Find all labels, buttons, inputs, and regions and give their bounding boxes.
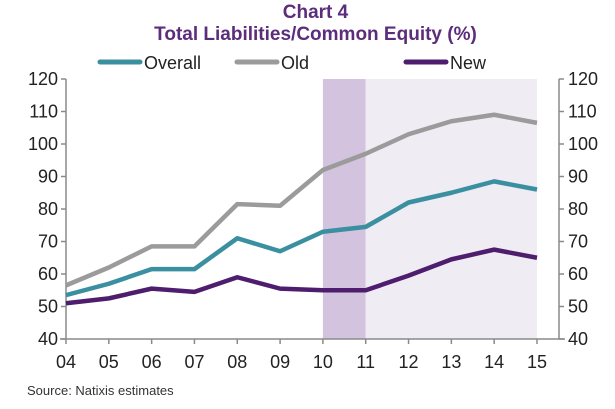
right-y-tick-label: 60 xyxy=(568,264,588,284)
right-y-tick-label: 70 xyxy=(568,232,588,252)
shaded-band-0 xyxy=(322,79,366,339)
left-y-tick-label: 40 xyxy=(38,329,58,349)
legend: Overall Old New xyxy=(97,53,487,73)
left-y-tick-label: 50 xyxy=(38,297,58,317)
right-y-tick-label: 80 xyxy=(568,199,588,219)
left-y-tick-label: 60 xyxy=(38,264,58,284)
left-y-tick-label: 70 xyxy=(38,232,58,252)
shaded-bands xyxy=(322,79,537,339)
left-y-tick-label: 80 xyxy=(38,199,58,219)
legend-label: Old xyxy=(281,53,309,73)
legend-item-new: New xyxy=(403,53,487,73)
left-y-tick-label: 100 xyxy=(28,134,58,154)
chart-title: Chart 4 xyxy=(282,2,349,23)
x-tick-label: 06 xyxy=(142,352,162,372)
right-y-tick-label: 50 xyxy=(568,297,588,317)
x-tick-label: 12 xyxy=(399,352,419,372)
x-tick-label: 09 xyxy=(270,352,290,372)
right-y-tick-label: 90 xyxy=(568,167,588,187)
series-line-old xyxy=(65,112,538,288)
x-tick-label: 13 xyxy=(441,352,461,372)
legend-item-old: Old xyxy=(234,53,309,73)
chart-subtitle: Total Liabilities/Common Equity (%) xyxy=(154,24,477,45)
x-tick-label: 14 xyxy=(484,352,504,372)
x-tick-label: 11 xyxy=(356,352,375,372)
series-lines xyxy=(65,112,538,306)
legend-item-overall: Overall xyxy=(97,53,201,73)
left-y-tick-label: 110 xyxy=(29,102,58,122)
x-tick-label: 05 xyxy=(99,352,119,372)
right-y-tick-label: 40 xyxy=(568,329,588,349)
x-tick-label: 10 xyxy=(313,352,333,372)
right-y-tick-label: 110 xyxy=(568,102,597,122)
series-line-new xyxy=(65,247,538,306)
x-tick-label: 04 xyxy=(56,352,76,372)
source-note: Source: Natixis estimates xyxy=(27,383,174,398)
x-tick-label: 15 xyxy=(527,352,547,372)
x-tick-label: 08 xyxy=(227,352,247,372)
right-y-tick-label: 120 xyxy=(568,69,598,89)
series-line-overall xyxy=(65,179,538,298)
legend-label: New xyxy=(450,53,487,73)
axes: 40 50 60 70 80 90 100 110 120 40 50 60 70 80 90 100 110 1… xyxy=(28,69,598,372)
left-y-tick-label: 90 xyxy=(38,167,58,187)
x-tick-label: 07 xyxy=(184,352,204,372)
right-y-tick-label: 100 xyxy=(568,134,598,154)
legend-label: Overall xyxy=(144,53,201,73)
left-y-tick-label: 120 xyxy=(28,69,58,89)
